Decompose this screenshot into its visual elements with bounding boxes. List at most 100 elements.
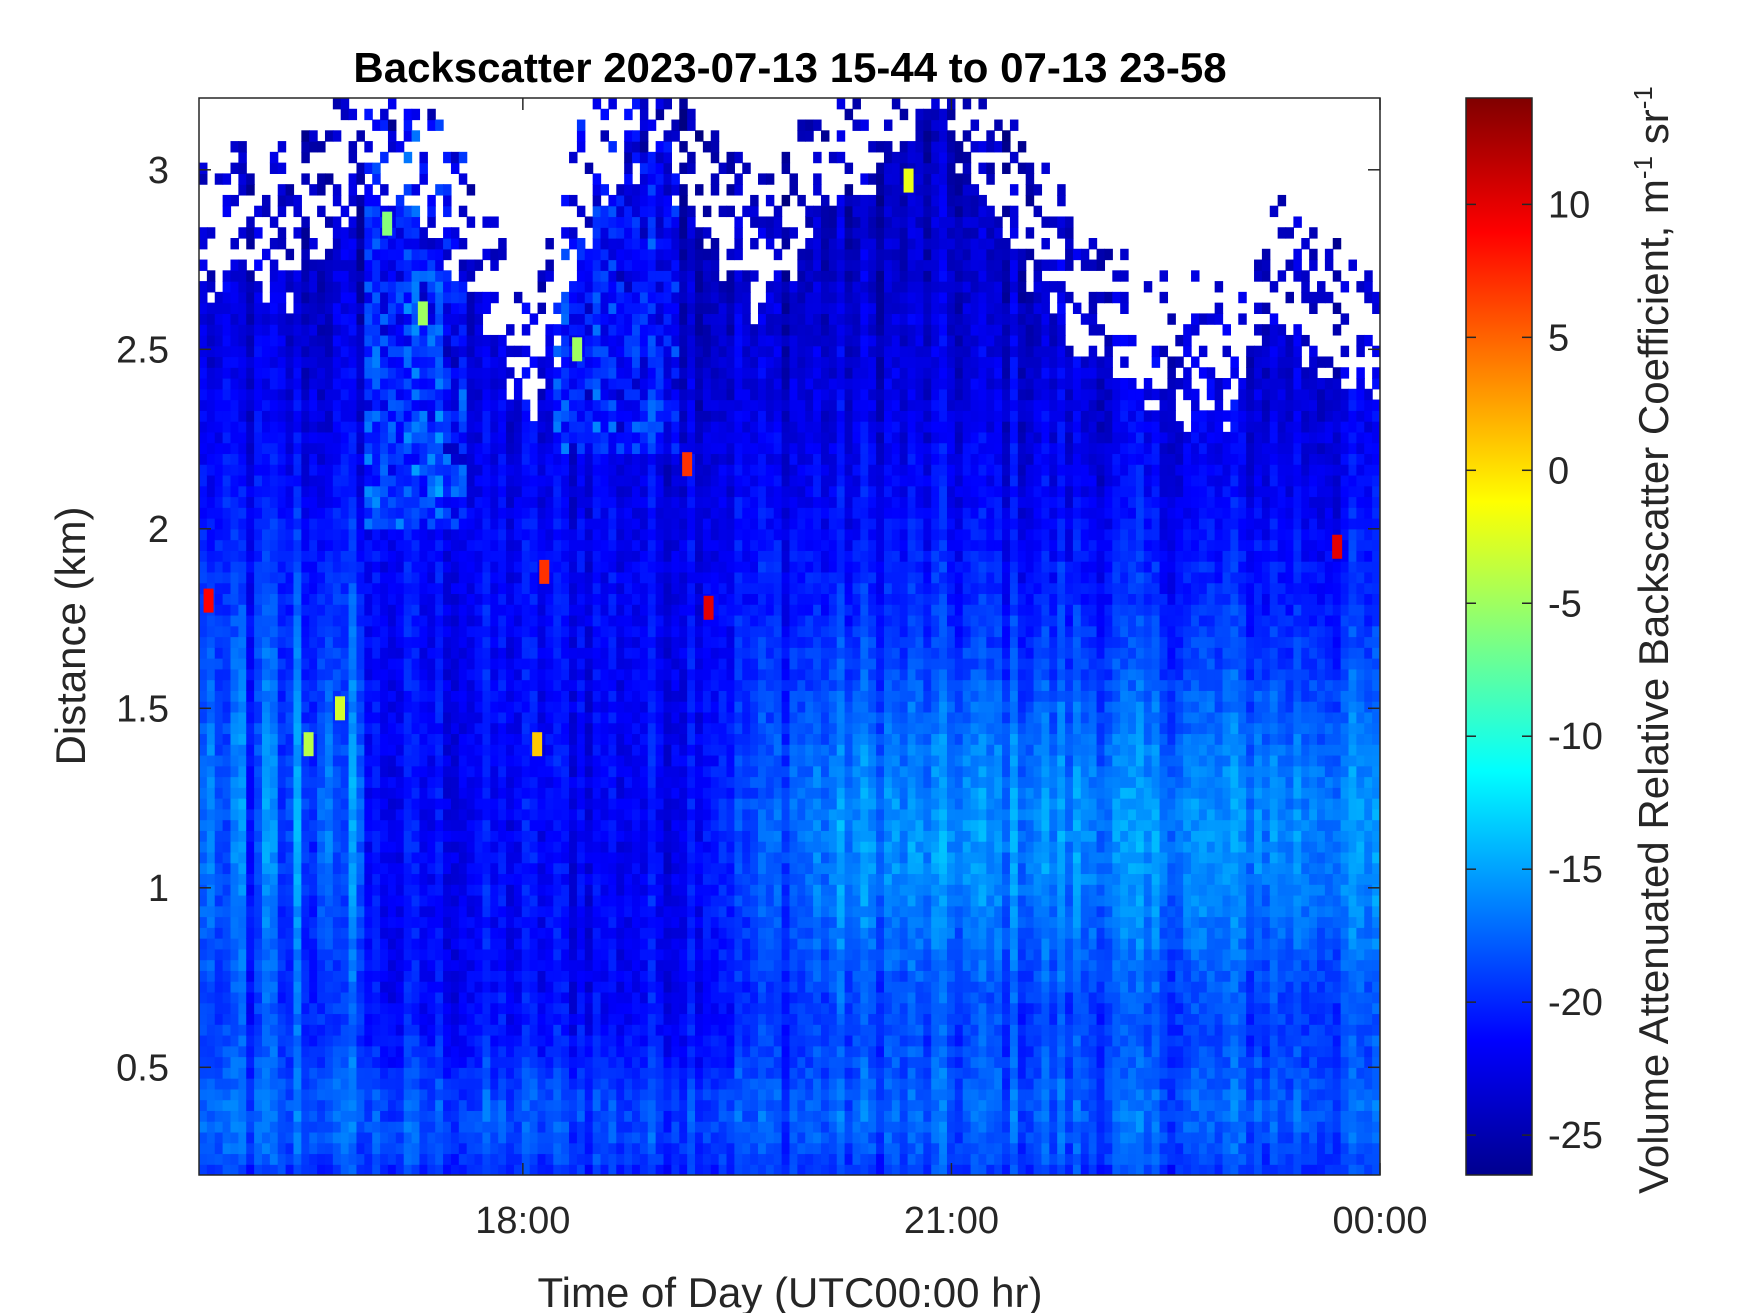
heatmap-cell [561, 679, 570, 691]
heatmap-cell [387, 291, 397, 304]
heatmap-cell [474, 550, 484, 562]
heatmap-cell [616, 1121, 625, 1133]
heatmap-cell [309, 270, 318, 282]
heatmap-cell [639, 744, 649, 756]
heatmap-cell [403, 151, 413, 164]
heatmap-cell [545, 905, 554, 918]
heatmap-cell [450, 873, 460, 885]
heatmap-cell [332, 528, 342, 541]
heatmap-cell [569, 281, 578, 293]
heatmap-cell [222, 367, 232, 379]
heatmap-cell [411, 1121, 421, 1133]
heatmap-cell [214, 604, 224, 616]
heatmap-cell [411, 227, 421, 239]
heatmap-cell [632, 1153, 641, 1165]
heatmap-cell [569, 679, 578, 691]
heatmap-cell [450, 162, 460, 174]
heatmap-cell [403, 948, 413, 961]
heatmap-cell [238, 1121, 247, 1133]
heatmap-cell [230, 905, 239, 918]
heatmap-cell [380, 819, 389, 831]
heatmap-cell [466, 1088, 476, 1101]
heatmap-cell [450, 981, 460, 993]
heatmap-cell [411, 216, 421, 228]
heatmap-cell [238, 550, 247, 562]
heatmap-cell [332, 281, 342, 293]
heatmap-cell [317, 507, 326, 519]
heatmap-cell [364, 981, 373, 993]
heatmap-cell [348, 765, 358, 778]
heatmap-cell [608, 410, 617, 422]
heatmap-cell [506, 776, 515, 788]
heatmap-cell [529, 582, 539, 595]
heatmap-cell [545, 324, 554, 336]
heatmap-cell [592, 442, 602, 455]
heatmap-cell [458, 507, 468, 519]
heatmap-cell [624, 1067, 633, 1079]
heatmap-cell [340, 270, 350, 282]
heatmap-cell [639, 1034, 649, 1047]
heatmap-cell [639, 474, 649, 487]
heatmap-cell [529, 776, 539, 788]
heatmap-cell [387, 1078, 397, 1090]
heatmap-cell [324, 356, 334, 368]
heatmap-cell [474, 528, 484, 541]
heatmap-cell [206, 658, 216, 670]
heatmap-cell [317, 1110, 326, 1122]
heatmap-cell [364, 453, 373, 465]
heatmap-cell [277, 313, 287, 325]
heatmap-cell [466, 1110, 476, 1122]
heatmap-cell [332, 1164, 342, 1175]
heatmap-cell [372, 528, 381, 541]
heatmap-cell [450, 313, 460, 325]
heatmap-cell [230, 884, 239, 896]
heatmap-cell [261, 1110, 271, 1122]
heatmap-cell [600, 1121, 610, 1133]
heatmap-cell [419, 894, 428, 907]
heatmap-cell [395, 1013, 405, 1025]
heatmap-cell [576, 733, 586, 745]
heatmap-cell [285, 830, 295, 842]
heatmap-cell [238, 873, 247, 885]
heatmap-cell [387, 1110, 397, 1122]
heatmap-cell [624, 819, 633, 831]
heatmap-cell [277, 798, 287, 810]
heatmap-cell [293, 345, 302, 358]
heatmap-cell [206, 1164, 216, 1175]
heatmap-cell [254, 324, 263, 336]
heatmap-cell [254, 518, 263, 530]
heatmap-cell [506, 884, 515, 896]
heatmap-cell [332, 658, 342, 670]
heatmap-cell [269, 798, 279, 810]
heatmap-cell [427, 1121, 436, 1133]
heatmap-cell [561, 658, 570, 670]
heatmap-cell [608, 884, 617, 896]
heatmap-cell [332, 787, 342, 799]
heatmap-cell [561, 410, 570, 422]
heatmap-cell [450, 625, 460, 638]
heatmap-cell [395, 1002, 405, 1015]
heatmap-cell [458, 151, 468, 164]
heatmap-cell [576, 496, 586, 508]
heatmap-cell [269, 378, 279, 390]
heatmap-cell [254, 1002, 263, 1015]
heatmap-cell [521, 711, 531, 724]
heatmap-cell [285, 851, 295, 864]
heatmap-cell [608, 571, 617, 584]
heatmap-cell [553, 711, 562, 724]
heatmap-cell [214, 754, 224, 767]
heatmap-cell [576, 119, 586, 131]
heatmap-cell [372, 959, 381, 971]
heatmap-cell [506, 1013, 515, 1025]
heatmap-cell [482, 399, 491, 411]
heatmap-cell [616, 830, 625, 842]
heatmap-cell [395, 851, 405, 864]
heatmap-cell [372, 378, 381, 390]
heatmap-cell [277, 205, 287, 218]
heatmap-cell [364, 378, 373, 390]
heatmap-cell [482, 528, 491, 541]
heatmap-cell [632, 636, 641, 648]
heatmap-cell [443, 679, 452, 691]
heatmap-cell [545, 733, 554, 745]
heatmap-cell [214, 711, 224, 724]
